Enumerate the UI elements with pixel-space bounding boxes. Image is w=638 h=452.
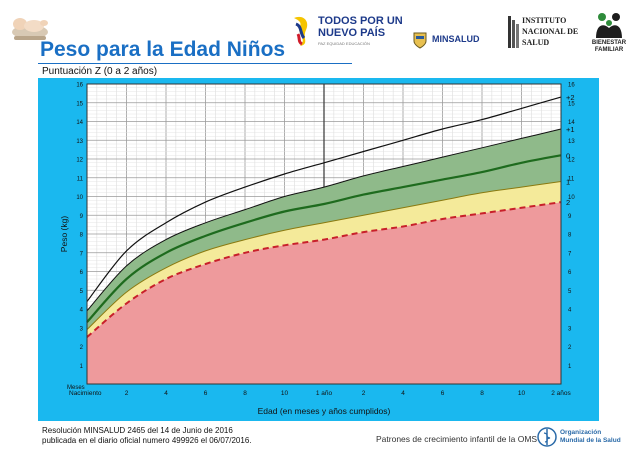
ins-line-2: NACIONAL DE xyxy=(522,27,579,36)
x-tick-label: Nacimiento xyxy=(69,390,102,397)
ins-line-3: SALUD xyxy=(522,38,550,47)
series-line-1 xyxy=(86,181,562,330)
ins-line-1: INSTITUTO xyxy=(522,16,567,25)
ins-bars-icon xyxy=(508,16,519,48)
title-divider xyxy=(38,63,352,64)
y-tick-label-right: 6 xyxy=(568,270,572,276)
instituto-nacional-de-salud-logo: INSTITUTO NACIONAL DE SALUD xyxy=(508,14,580,50)
y-tick-label-right: 14 xyxy=(568,120,575,126)
y-tick-label-left: 10 xyxy=(76,195,83,201)
y-tick-label-right: 2 xyxy=(568,345,572,351)
y-tick-label-left: 4 xyxy=(80,308,84,314)
series-line-plus1 xyxy=(86,128,562,312)
baby-icon xyxy=(12,18,48,40)
x-tick-label: 4 xyxy=(401,390,405,397)
series-label: +1 xyxy=(566,125,575,134)
x-tick-label: 8 xyxy=(243,390,247,397)
series-label: 1 xyxy=(566,178,570,187)
y-tick-label-right: 9 xyxy=(568,214,572,220)
bienestar-line-1: BIENESTAR xyxy=(591,40,627,46)
y-tick-label-left: 15 xyxy=(76,101,83,107)
y-tick-label-left: 5 xyxy=(80,289,84,295)
y-tick-label-right: 3 xyxy=(568,326,572,332)
todos-tagline: PAZ EQUIDAD EDUCACIÓN xyxy=(318,41,370,46)
x-tick-label: 4 xyxy=(164,390,168,397)
y-tick-label-right: 13 xyxy=(568,139,575,145)
y-tick-label-left: 14 xyxy=(76,120,83,126)
x-tick-label: 6 xyxy=(204,390,208,397)
y-tick-label-right: 5 xyxy=(568,289,572,295)
todos-line-2: NUEVO PAÍS xyxy=(318,27,386,39)
x-tick-label: 2 xyxy=(125,390,129,397)
y-tick-label-right: 1 xyxy=(568,364,572,370)
x-tick-label: 6 xyxy=(441,390,445,397)
oms-line-2: Mundial de la Salud xyxy=(560,437,621,444)
who-patterns-text: Patrones de crecimiento infantil de la O… xyxy=(376,434,538,444)
publication-text: publicada en el diario oficial numero 49… xyxy=(42,436,252,445)
chart-subtitle: Puntuación Z (0 a 2 años) xyxy=(42,66,158,77)
chart-panel: +2 +1 0 1 2 1 2 3 4 5 6 7 8 9 10 11 12 13 14 15 16 1 2 3 4 5 6 7 8 9 1… xyxy=(38,78,599,421)
y-tick-label-left: 9 xyxy=(80,214,84,220)
y-tick-label-right: 12 xyxy=(568,158,575,164)
series-label: +2 xyxy=(566,93,575,102)
y-tick-label-left: 3 xyxy=(80,326,84,332)
colombia-flag-icon xyxy=(294,16,308,46)
y-tick-label-right: 16 xyxy=(568,83,575,89)
y-tick-label-right: 15 xyxy=(568,101,575,107)
y-tick-label-left: 13 xyxy=(76,139,83,145)
y-tick-label-left: 1 xyxy=(80,364,84,370)
series-line-2 xyxy=(86,201,562,338)
y-axis-title: Peso (kg) xyxy=(59,216,69,253)
y-tick-label-right: 10 xyxy=(568,195,575,201)
family-icon xyxy=(596,13,622,38)
plot-border xyxy=(86,83,562,385)
y-tick-label-right: 7 xyxy=(568,251,572,257)
minsalud-logo: MINSALUD xyxy=(410,30,500,50)
growth-chart: +2+1012123456789101112131415161234567891… xyxy=(59,83,575,417)
x-tick-label: 8 xyxy=(480,390,484,397)
x-axis-title: Edad (en meses y años cumplidos) xyxy=(258,406,391,416)
coat-of-arms-icon xyxy=(413,32,427,49)
resolution-text: Resolución MINSALUD 2465 del 14 de Junio… xyxy=(42,426,233,435)
x-tick-label: 10 xyxy=(281,390,289,397)
page-title: Peso para la Edad Niños xyxy=(40,38,286,61)
y-tick-label-left: 6 xyxy=(80,270,84,276)
x-tick-label: 2 xyxy=(362,390,366,397)
footer-resolution: Resolución MINSALUD 2465 del 14 de Junio… xyxy=(42,426,251,446)
y-tick-label-left: 7 xyxy=(80,251,84,257)
oms-logo: Organización Mundial de la Salud xyxy=(536,424,636,450)
series-label: 0 xyxy=(566,151,570,160)
y-tick-label-left: 16 xyxy=(76,83,83,89)
series-line-0 xyxy=(86,154,562,323)
x-tick-label: 10 xyxy=(518,390,526,397)
x-tick-label: 1 año xyxy=(316,390,333,397)
months-label: Meses xyxy=(67,385,85,391)
who-emblem-icon xyxy=(537,427,557,447)
series-line-plus2 xyxy=(86,96,562,302)
bienestar-line-2: FAMILIAR xyxy=(594,47,624,53)
zone-red xyxy=(87,202,561,384)
y-tick-label-left: 11 xyxy=(77,176,84,182)
y-tick-label-right: 4 xyxy=(568,308,572,314)
y-tick-label-left: 12 xyxy=(76,158,83,164)
zone-yellow xyxy=(87,181,561,338)
bienestar-familiar-logo: BIENESTAR FAMILIAR xyxy=(584,12,634,56)
todos-por-un-nuevo-pais-logo: TODOS POR UN NUEVO PAÍS PAZ EQUIDAD EDUC… xyxy=(290,12,403,52)
y-tick-label-left: 2 xyxy=(80,345,84,351)
series-label: 2 xyxy=(566,198,570,207)
todos-line-1: TODOS POR UN xyxy=(318,15,403,27)
oms-line-1: Organización xyxy=(560,429,602,436)
x-tick-label: 2 años xyxy=(551,390,571,397)
minsalud-label: MINSALUD xyxy=(432,34,480,44)
y-tick-label-right: 8 xyxy=(568,233,572,239)
y-tick-label-left: 8 xyxy=(80,233,84,239)
y-tick-label-right: 11 xyxy=(568,176,575,182)
